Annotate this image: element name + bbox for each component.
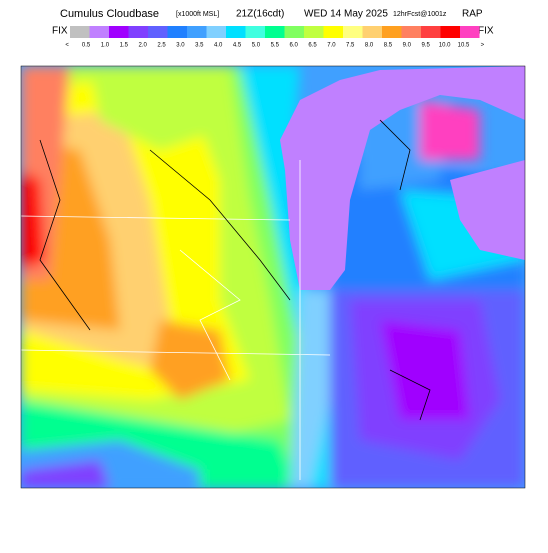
color-swatch <box>148 26 168 38</box>
color-swatch <box>382 26 402 38</box>
scale-label: 6.5 <box>308 43 317 49</box>
scale-label: 9.5 <box>422 43 431 49</box>
map <box>21 66 525 488</box>
color-swatch <box>401 26 421 38</box>
scale-label: 10.5 <box>458 43 470 49</box>
color-swatch <box>187 26 207 38</box>
model: RAP <box>462 9 483 20</box>
scale-label: > <box>481 43 485 49</box>
scale-label: 3.0 <box>176 43 185 49</box>
color-swatch <box>89 26 109 38</box>
scale-left-label: FIX <box>52 26 68 37</box>
color-swatch <box>440 26 460 38</box>
color-swatch <box>323 26 343 38</box>
title: Cumulus Cloudbase <box>60 8 159 20</box>
scale-label: 4.0 <box>214 43 223 49</box>
color-swatch <box>167 26 187 38</box>
date: WED 14 May 2025 <box>304 9 388 20</box>
scale-label: 7.5 <box>346 43 355 49</box>
scale-label: 10.0 <box>439 43 451 49</box>
scale-label: < <box>65 43 69 49</box>
valid-time: 21Z(16cdt) <box>236 9 284 20</box>
scale-label: 8.5 <box>384 43 393 49</box>
scale-label: 5.5 <box>271 43 280 49</box>
color-swatch <box>128 26 148 38</box>
color-scale: <0.5 1.0 1.5 2.0 2.5 3.0 3.5 4.0 4.5 5.0 5.5 6.0 6.5… <box>65 26 485 49</box>
color-swatch <box>70 26 90 38</box>
scale-label: 1.0 <box>101 43 110 49</box>
scale-label: 1.5 <box>120 43 129 49</box>
color-swatch <box>226 26 246 38</box>
units: [x1000ft MSL] <box>176 11 219 18</box>
scale-label: 2.5 <box>157 43 166 49</box>
color-swatch <box>284 26 304 38</box>
scale-label: 7.0 <box>327 43 336 49</box>
scale-label: 6.0 <box>289 43 298 49</box>
scale-label: 4.5 <box>233 43 242 49</box>
scale-label: 2.0 <box>138 43 147 49</box>
color-swatch <box>343 26 363 38</box>
scale-label: 8.0 <box>365 43 374 49</box>
color-swatch <box>265 26 285 38</box>
map-frame <box>20 65 526 489</box>
color-swatch <box>362 26 382 38</box>
forecast: 12hrFcst@1001z <box>393 11 447 18</box>
scale-label: 5.0 <box>252 43 261 49</box>
color-swatch <box>460 26 480 38</box>
color-swatch <box>421 26 441 38</box>
scale-right-label: FIX <box>478 26 494 37</box>
scale-label: 9.0 <box>403 43 412 49</box>
color-swatch <box>109 26 129 38</box>
color-swatch <box>206 26 226 38</box>
color-swatch <box>245 26 265 38</box>
color-swatch <box>304 26 324 38</box>
scale-label: 3.5 <box>195 43 204 49</box>
scale-label: 0.5 <box>82 43 91 49</box>
